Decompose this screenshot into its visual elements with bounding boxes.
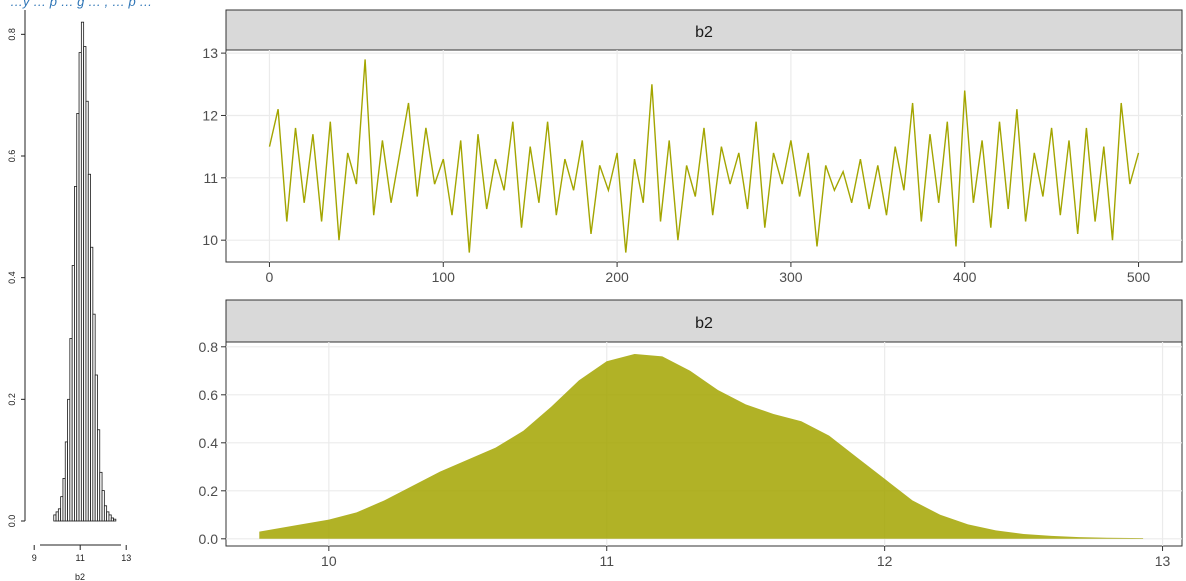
trace-x-tick-label: 200	[605, 269, 629, 285]
density-x-tick-label: 12	[877, 553, 893, 569]
trace-x-tick-label: 0	[266, 269, 274, 285]
trace-x-tick-label: 300	[779, 269, 803, 285]
trace-y-tick-label: 11	[203, 170, 218, 186]
trace-strip	[225, 9, 1183, 51]
histogram-panel: 0.0 0.2 0.4 0.6 0.8 9 11 13 b2	[7, 10, 131, 581]
trace-line	[268, 59, 1140, 253]
density-panel: b2 0.0 0.2 0.4 0.6 0.8 10 11 12 13	[199, 299, 1183, 569]
trace-x-tick-label: 400	[953, 269, 977, 285]
hist-y-tick-label: 0.0	[7, 515, 17, 528]
trace-x-tick-label: 500	[1127, 269, 1151, 285]
density-x-tick-label: 13	[1155, 553, 1171, 569]
hist-y-tick-label: 0.2	[7, 393, 17, 406]
density-strip	[225, 299, 1183, 343]
trace-panel: b2 10 11 12 13 0 100 200 300 400 500	[202, 9, 1183, 285]
density-x-tick-label: 10	[321, 553, 337, 569]
density-y-tick-label: 0.4	[199, 435, 219, 451]
density-y-tick-label: 0.6	[199, 387, 219, 403]
density-y-tick-label: 0.2	[199, 483, 219, 499]
density-x-tick-label: 11	[599, 553, 614, 569]
density-y-tick-label: 0.8	[199, 339, 219, 355]
trace-y-tick-label: 10	[202, 232, 218, 248]
trace-y-tick-label: 12	[202, 107, 218, 123]
density-strip-label: b2	[695, 315, 713, 332]
hist-y-tick-label: 0.6	[7, 150, 17, 163]
trace-x-tick-label: 100	[432, 269, 456, 285]
density-y-tick-label: 0.0	[199, 531, 219, 547]
hist-bar	[113, 518, 117, 522]
hist-y-tick-label: 0.8	[7, 28, 17, 41]
trace-y-tick-label: 13	[202, 45, 218, 61]
trace-strip-label: b2	[695, 24, 713, 41]
hist-x-label: b2	[75, 572, 85, 581]
hist-x-tick-label: 9	[32, 553, 37, 563]
hist-x-tick-label: 11	[76, 553, 85, 563]
caption-fragment: …y … p … g … , … p …	[10, 0, 152, 9]
density-area	[259, 354, 1144, 539]
hist-x-tick-label: 13	[121, 553, 131, 563]
trace-plot-area	[225, 49, 1183, 263]
hist-y-tick-label: 0.4	[7, 271, 17, 284]
